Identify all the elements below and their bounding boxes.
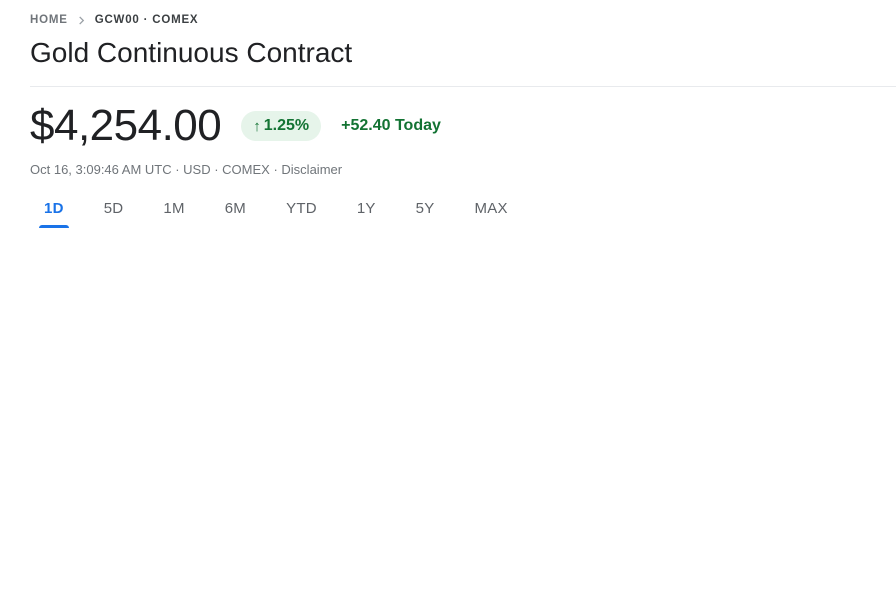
price-chart[interactable] xyxy=(0,240,896,590)
breadcrumb-home-link[interactable]: HOME xyxy=(30,14,68,26)
breadcrumb: HOME GCW00 · COMEX xyxy=(30,14,896,26)
arrow-up-icon: ↑ xyxy=(253,117,261,135)
change-amount: +52.40 Today xyxy=(341,117,441,135)
chevron-right-icon xyxy=(77,15,86,25)
quote-meta: Oct 16, 3:09:46 AM UTC · USD · COMEX · D… xyxy=(30,162,896,177)
current-price: $4,254.00 xyxy=(30,101,222,151)
header-divider xyxy=(30,86,896,88)
tab-5d[interactable]: 5D xyxy=(90,192,138,228)
tab-1m[interactable]: 1M xyxy=(149,192,198,228)
change-percent-badge: ↑ 1.25% xyxy=(241,111,322,142)
disclaimer-link[interactable]: Disclaimer xyxy=(281,162,343,178)
quote-section: $4,254.00 ↑ 1.25% +52.40 Today xyxy=(30,101,896,151)
tab-1d[interactable]: 1D xyxy=(30,192,78,229)
page-title: Gold Continuous Contract xyxy=(30,37,353,68)
tab-ytd[interactable]: YTD xyxy=(272,192,331,228)
tab-max[interactable]: MAX xyxy=(461,192,522,228)
tab-6m[interactable]: 6M xyxy=(211,192,260,228)
range-tabs: 1D 5D 1M 6M YTD 1Y 5Y MAX xyxy=(30,192,896,229)
change-percent: 1.25% xyxy=(263,117,310,135)
quote-timestamp: Oct 16, 3:09:46 AM UTC · USD · COMEX · xyxy=(30,162,282,178)
tab-1y[interactable]: 1Y xyxy=(343,192,390,228)
finance-quote-page: HOME GCW00 · COMEX Gold Continuous Contr… xyxy=(0,0,896,229)
breadcrumb-symbol: GCW00 · COMEX xyxy=(94,14,199,26)
tab-5y[interactable]: 5Y xyxy=(402,192,449,228)
